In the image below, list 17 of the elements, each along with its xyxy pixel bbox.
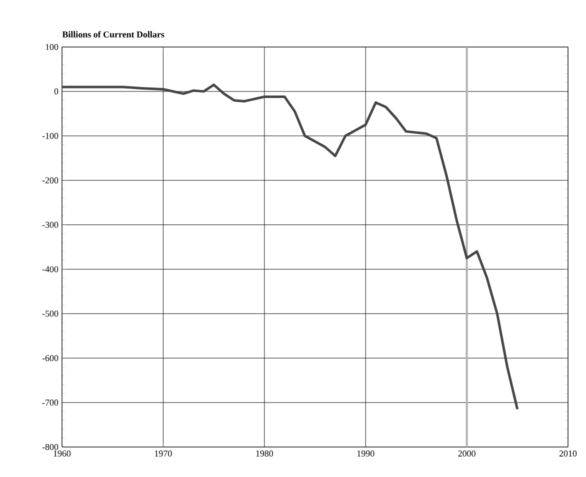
y-tick-label: -700: [42, 400, 58, 406]
y-tick-label: 0: [54, 88, 58, 94]
x-tick-label: 2010: [559, 450, 577, 457]
y-tick-label: -100: [42, 132, 58, 139]
x-tick-label: 1970: [155, 450, 172, 457]
y-tick-label: -600: [42, 355, 58, 362]
y-tick-label: 100: [46, 44, 58, 50]
y-tick-label: -300: [42, 222, 58, 228]
y-tick-label: -500: [42, 310, 58, 317]
x-tick-label: 2000: [458, 450, 476, 457]
x-tick-label: 1960: [54, 450, 71, 457]
chart-title: Billions of Current Dollars: [62, 31, 164, 38]
x-tick-label: 1990: [357, 450, 374, 457]
y-tick-label: -400: [42, 266, 58, 272]
y-tick-label: -800: [42, 444, 58, 450]
y-tick-label: -200: [42, 177, 58, 184]
x-tick-label: 1980: [256, 450, 274, 457]
